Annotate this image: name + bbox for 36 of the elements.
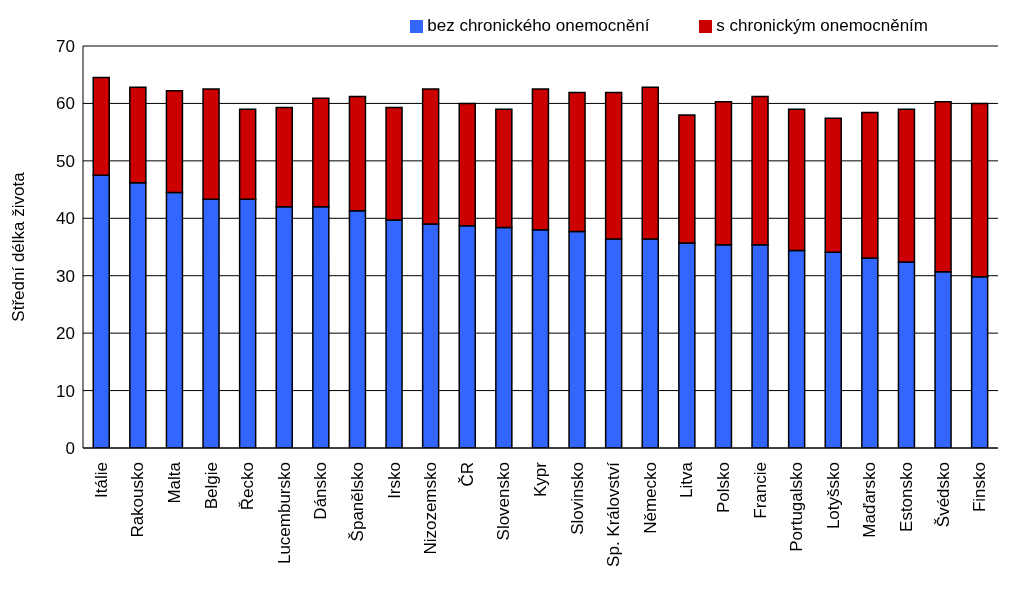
x-tick-label: Lotyšsko <box>823 462 843 530</box>
y-tick-label: 40 <box>56 209 75 229</box>
x-tick-label: Dánsko <box>311 462 331 520</box>
legend-label: s chronickým onemocněním <box>716 16 928 35</box>
y-tick-label: 60 <box>56 94 75 114</box>
x-tick-label: Maďarsko <box>860 462 880 538</box>
legend-label: bez chronického onemocnění <box>427 16 650 35</box>
x-tick-label: Slovinsko <box>567 462 587 535</box>
x-tick-label: Francie <box>750 462 770 519</box>
x-tick-label: Španělsko <box>348 462 367 542</box>
x-tick-label: Belgie <box>201 462 221 510</box>
y-tick-label: 0 <box>65 439 75 459</box>
x-tick-label: Finsko <box>970 462 990 513</box>
x-tick-label: Sp. Království <box>604 461 624 567</box>
y-tick-label: 10 <box>56 381 75 401</box>
y-tick-label: 70 <box>56 37 75 57</box>
x-tick-label: Polsko <box>714 462 733 514</box>
x-tick-label: Estonsko <box>897 462 916 532</box>
x-tick-label: ČR <box>457 462 477 487</box>
y-axis-title: Střední délka života <box>9 171 29 322</box>
x-tick-label: Lucembursko <box>274 462 294 565</box>
x-tick-label: Kypr <box>531 461 550 497</box>
x-tick-label: Rakousko <box>128 462 148 538</box>
x-tick-label: Švédsko <box>933 462 953 528</box>
x-tick-label: Nizozemsko <box>421 462 441 555</box>
y-tick-label: 20 <box>56 324 75 344</box>
y-tick-label: 50 <box>56 151 75 171</box>
x-tick-label: Slovensko <box>494 462 514 541</box>
x-tick-label: Portugalsko <box>787 462 807 552</box>
x-tick-label: Litva <box>677 461 697 498</box>
x-tick-label: Malta <box>165 461 184 504</box>
x-tick-label: Řecko <box>238 462 258 511</box>
y-tick-label: 30 <box>56 266 75 286</box>
x-tick-label: Irsko <box>384 462 404 499</box>
x-tick-label: Německo <box>640 462 660 534</box>
x-tick-label: Itálie <box>91 462 111 498</box>
